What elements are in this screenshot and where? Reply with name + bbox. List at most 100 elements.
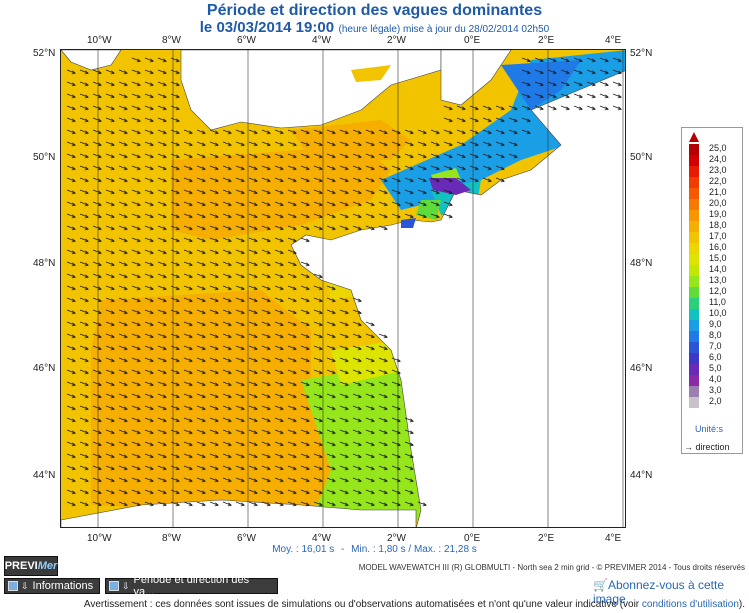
direction-arrow — [92, 201, 102, 207]
direction-arrow — [79, 165, 89, 171]
direction-arrow — [300, 405, 310, 411]
direction-arrow — [196, 465, 206, 471]
direction-arrow — [365, 453, 375, 459]
direction-arrow — [222, 405, 232, 411]
x-tick-label: 4°E — [605, 35, 622, 46]
direction-arrow — [430, 153, 440, 159]
subscribe-link[interactable]: 🛒Abonnez-vous à cette image — [593, 578, 725, 606]
page-title: Période et direction des vagues dominant… — [206, 2, 543, 19]
direction-arrow — [443, 141, 453, 147]
direction-arrow — [157, 309, 167, 315]
direction-arrow — [417, 141, 427, 147]
direction-arrow — [131, 129, 141, 135]
legend-unit: Unité:s — [695, 424, 724, 434]
direction-arrow — [144, 189, 154, 195]
direction-arrow — [66, 453, 76, 459]
direction-arrow — [235, 405, 245, 411]
direction-arrow — [196, 417, 206, 423]
direction-arrow — [131, 117, 141, 123]
direction-arrow — [66, 177, 76, 183]
direction-arrow — [196, 405, 206, 411]
direction-arrow — [599, 69, 609, 75]
direction-arrow — [248, 129, 258, 135]
direction-arrow — [365, 141, 375, 147]
direction-arrow — [287, 285, 297, 291]
direction-arrow — [235, 441, 245, 447]
direction-arrow — [222, 489, 232, 495]
direction-arrow — [352, 369, 362, 375]
direction-arrow — [456, 153, 466, 159]
direction-arrow — [105, 117, 115, 123]
direction-arrow — [508, 141, 518, 147]
direction-arrow — [105, 69, 115, 75]
direction-arrow — [352, 489, 362, 495]
direction-arrow — [157, 69, 167, 75]
direction-arrow — [196, 237, 206, 243]
direction-arrow — [79, 357, 89, 363]
direction-arrow — [404, 213, 414, 219]
direction-arrow — [170, 237, 180, 243]
direction-arrow — [92, 69, 102, 75]
direction-arrow — [274, 273, 284, 279]
legend-swatch — [689, 375, 699, 386]
direction-arrow — [79, 429, 89, 435]
direction-arrow — [300, 213, 310, 219]
direction-arrow — [79, 261, 89, 267]
direction-arrow — [469, 105, 479, 111]
direction-arrow — [586, 105, 596, 111]
direction-arrow — [92, 309, 102, 315]
direction-arrow — [274, 297, 284, 303]
direction-arrow — [248, 261, 258, 267]
cart-icon: 🛒 — [593, 578, 608, 592]
x-tick-label: 2°W — [387, 533, 406, 544]
direction-arrow — [339, 369, 349, 375]
direction-arrow — [560, 93, 570, 99]
direction-arrow — [105, 201, 115, 207]
direction-arrow — [105, 501, 115, 507]
direction-arrow — [404, 201, 414, 207]
direction-arrow — [261, 213, 271, 219]
direction-arrow — [274, 237, 284, 243]
direction-arrow — [573, 93, 583, 99]
direction-arrow — [131, 213, 141, 219]
direction-arrow — [131, 165, 141, 171]
direction-arrow — [144, 429, 154, 435]
direction-arrow — [222, 225, 232, 231]
legend-value: 22,0 — [709, 176, 727, 186]
direction-arrow — [339, 177, 349, 183]
conditions-link[interactable]: conditions d'utilisation — [641, 599, 739, 610]
direction-arrow — [313, 477, 323, 483]
direction-arrow — [248, 189, 258, 195]
direction-arrow — [313, 321, 323, 327]
direction-arrow — [378, 333, 388, 339]
direction-arrow — [443, 105, 453, 111]
tab-label: Période et direction des va... — [133, 574, 250, 598]
direction-arrow — [287, 177, 297, 183]
direction-arrow — [105, 249, 115, 255]
direction-arrow — [209, 177, 219, 183]
direction-arrow — [66, 129, 76, 135]
direction-arrow — [118, 393, 128, 399]
direction-arrow — [92, 381, 102, 387]
direction-arrow — [287, 309, 297, 315]
direction-arrow — [209, 489, 219, 495]
direction-arrow — [352, 225, 362, 231]
direction-arrow — [170, 417, 180, 423]
direction-arrow — [521, 105, 531, 111]
tab-current-product[interactable]: ⇩ Période et direction des va... — [105, 574, 278, 598]
direction-arrow — [209, 297, 219, 303]
direction-arrow — [248, 441, 258, 447]
direction-arrow — [92, 297, 102, 303]
direction-arrow — [352, 321, 362, 327]
direction-arrow — [170, 369, 180, 375]
direction-arrow — [404, 165, 414, 171]
direction-arrow — [313, 213, 323, 219]
direction-arrow — [157, 453, 167, 459]
direction-arrow — [352, 429, 362, 435]
direction-arrow — [118, 177, 128, 183]
direction-arrow — [417, 201, 427, 207]
direction-arrow — [378, 417, 388, 423]
direction-arrow — [248, 141, 258, 147]
period-zone — [331, 340, 406, 385]
tab-informations[interactable]: ⇩ Informations — [4, 578, 100, 594]
